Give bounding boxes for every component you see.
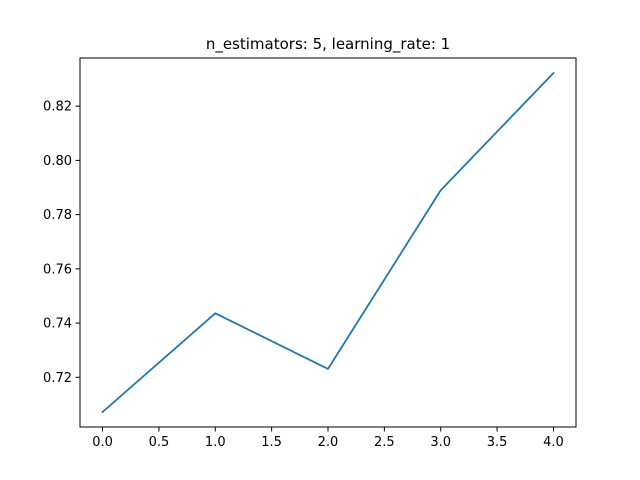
x-tick-label: 3.0 xyxy=(430,435,451,450)
series-line-0 xyxy=(101,71,555,414)
x-axis: 0.0 0.5 1.0 1.5 2.0 2.5 3.0 3.5 4.0 xyxy=(92,427,564,450)
x-tick-label: 4.0 xyxy=(543,435,564,450)
x-tick-label: 2.5 xyxy=(374,435,395,450)
y-tick-label: 0.78 xyxy=(43,208,72,223)
x-tick-label: 0.0 xyxy=(92,435,113,450)
series-layer xyxy=(101,71,555,414)
y-axis: 0.72 0.74 0.76 0.78 0.80 0.82 xyxy=(43,100,80,386)
plot-area-frame xyxy=(79,57,577,428)
y-tick-label: 0.80 xyxy=(43,154,72,169)
chart-title: n_estimators: 5, learning_rate: 1 xyxy=(206,35,450,54)
x-tick-label: 3.5 xyxy=(487,435,508,450)
y-tick-label: 0.76 xyxy=(43,262,72,277)
y-tick-label: 0.74 xyxy=(43,317,72,332)
y-tick-label: 0.72 xyxy=(43,371,72,386)
y-tick-label: 0.82 xyxy=(43,100,72,115)
x-tick-label: 1.0 xyxy=(205,435,226,450)
x-tick-label: 0.5 xyxy=(149,435,170,450)
x-tick-label: 2.0 xyxy=(318,435,339,450)
x-tick-label: 1.5 xyxy=(261,435,282,450)
